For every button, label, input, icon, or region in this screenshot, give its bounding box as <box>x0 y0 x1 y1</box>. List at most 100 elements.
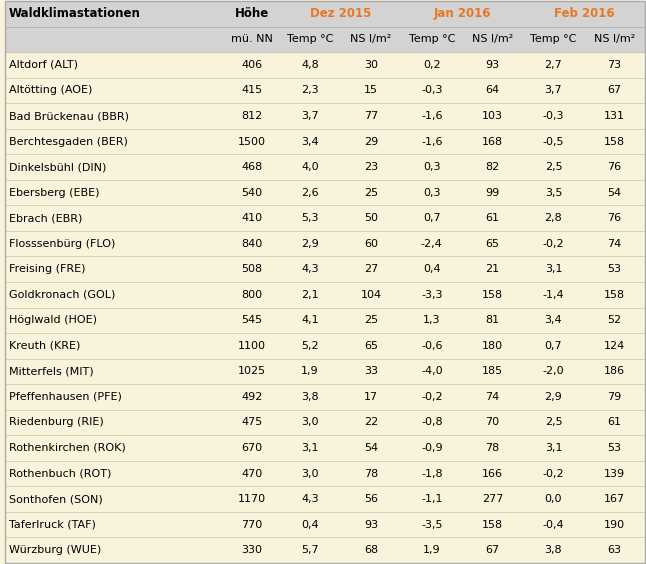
Text: Rothenbuch (ROT): Rothenbuch (ROT) <box>9 469 111 478</box>
Text: NS l/m²: NS l/m² <box>472 34 513 45</box>
Text: 3,4: 3,4 <box>545 315 562 325</box>
Text: 0,4: 0,4 <box>423 264 441 274</box>
Text: Kreuth (KRE): Kreuth (KRE) <box>9 341 80 351</box>
Text: 21: 21 <box>486 264 499 274</box>
Text: 1100: 1100 <box>238 341 266 351</box>
Text: 0,2: 0,2 <box>423 60 441 70</box>
Text: 104: 104 <box>360 290 382 300</box>
Text: 158: 158 <box>604 136 625 147</box>
Text: 77: 77 <box>364 111 378 121</box>
Text: 180: 180 <box>482 341 503 351</box>
Text: 3,7: 3,7 <box>301 111 319 121</box>
Text: 4,3: 4,3 <box>301 494 319 504</box>
Text: 78: 78 <box>486 443 500 453</box>
Text: Temp °C: Temp °C <box>408 34 455 45</box>
Text: 76: 76 <box>607 213 621 223</box>
Text: 103: 103 <box>482 111 503 121</box>
Text: 54: 54 <box>607 188 621 197</box>
Text: Dinkelsbühl (DIN): Dinkelsbühl (DIN) <box>9 162 107 172</box>
Text: -0,2: -0,2 <box>543 239 564 249</box>
Text: 492: 492 <box>241 392 262 402</box>
Text: 2,5: 2,5 <box>545 417 562 428</box>
Text: 2,1: 2,1 <box>301 290 319 300</box>
Text: 67: 67 <box>486 545 499 555</box>
Text: 0,7: 0,7 <box>423 213 441 223</box>
Text: 190: 190 <box>604 519 625 530</box>
Text: Ebersberg (EBE): Ebersberg (EBE) <box>9 188 99 197</box>
Text: Mitterfels (MIT): Mitterfels (MIT) <box>9 367 94 376</box>
Text: 78: 78 <box>364 469 378 478</box>
Text: 70: 70 <box>486 417 499 428</box>
Text: 406: 406 <box>242 60 262 70</box>
Text: 56: 56 <box>364 494 378 504</box>
Text: 415: 415 <box>242 86 262 95</box>
Text: -0,4: -0,4 <box>543 519 564 530</box>
Text: Temp °C: Temp °C <box>287 34 333 45</box>
Text: 4,8: 4,8 <box>301 60 319 70</box>
Text: -1,6: -1,6 <box>421 136 443 147</box>
Text: -0,5: -0,5 <box>543 136 564 147</box>
Text: 81: 81 <box>486 315 499 325</box>
Text: Dez 2015: Dez 2015 <box>310 7 371 20</box>
Text: 93: 93 <box>364 519 378 530</box>
Text: Riedenburg (RIE): Riedenburg (RIE) <box>9 417 104 428</box>
Text: 93: 93 <box>486 60 499 70</box>
Text: 99: 99 <box>486 188 500 197</box>
Text: 25: 25 <box>364 315 378 325</box>
Text: 65: 65 <box>486 239 499 249</box>
Text: Freising (FRE): Freising (FRE) <box>9 264 85 274</box>
Text: 76: 76 <box>607 162 621 172</box>
Text: 158: 158 <box>482 519 503 530</box>
Text: 30: 30 <box>364 60 378 70</box>
Bar <box>5 27 645 52</box>
Text: 22: 22 <box>364 417 378 428</box>
Text: 2,6: 2,6 <box>301 188 319 197</box>
Text: 3,1: 3,1 <box>545 264 562 274</box>
Text: Jan 2016: Jan 2016 <box>433 7 491 20</box>
Text: 5,3: 5,3 <box>301 213 319 223</box>
Text: 53: 53 <box>607 264 621 274</box>
Text: 1500: 1500 <box>238 136 266 147</box>
Text: 73: 73 <box>607 60 621 70</box>
Text: 53: 53 <box>607 443 621 453</box>
Text: Pfeffenhausen (PFE): Pfeffenhausen (PFE) <box>9 392 122 402</box>
Text: 33: 33 <box>364 367 378 376</box>
Text: 131: 131 <box>604 111 625 121</box>
Text: 186: 186 <box>604 367 625 376</box>
Text: 468: 468 <box>241 162 262 172</box>
Text: 4,1: 4,1 <box>301 315 319 325</box>
Text: 840: 840 <box>241 239 262 249</box>
Text: Rothenkirchen (ROK): Rothenkirchen (ROK) <box>9 443 126 453</box>
Text: 61: 61 <box>607 417 621 428</box>
Text: 475: 475 <box>241 417 262 428</box>
Text: 3,0: 3,0 <box>301 417 319 428</box>
Text: -0,3: -0,3 <box>543 111 564 121</box>
Text: 2,9: 2,9 <box>301 239 319 249</box>
Text: -0,3: -0,3 <box>421 86 443 95</box>
Text: -0,6: -0,6 <box>421 341 443 351</box>
Text: Flosssenbürg (FLO): Flosssenbürg (FLO) <box>9 239 116 249</box>
Text: 1,9: 1,9 <box>301 367 319 376</box>
Text: 60: 60 <box>364 239 378 249</box>
Text: 23: 23 <box>364 162 378 172</box>
Text: Feb 2016: Feb 2016 <box>554 7 614 20</box>
Text: 3,8: 3,8 <box>301 392 319 402</box>
Text: 3,4: 3,4 <box>301 136 319 147</box>
Text: 79: 79 <box>607 392 621 402</box>
Text: -1,1: -1,1 <box>421 494 443 504</box>
Text: -0,8: -0,8 <box>421 417 443 428</box>
Text: -0,2: -0,2 <box>421 392 443 402</box>
Text: -2,4: -2,4 <box>421 239 443 249</box>
Text: 25: 25 <box>364 188 378 197</box>
Text: 3,1: 3,1 <box>545 443 562 453</box>
Text: 800: 800 <box>242 290 262 300</box>
Text: 74: 74 <box>607 239 621 249</box>
Text: Höglwald (HOE): Höglwald (HOE) <box>9 315 97 325</box>
Bar <box>5 1 645 27</box>
Text: -3,5: -3,5 <box>421 519 443 530</box>
Text: NS l/m²: NS l/m² <box>594 34 635 45</box>
Text: 1025: 1025 <box>238 367 266 376</box>
Text: -1,4: -1,4 <box>543 290 564 300</box>
Text: 3,8: 3,8 <box>545 545 562 555</box>
Text: 670: 670 <box>242 443 262 453</box>
